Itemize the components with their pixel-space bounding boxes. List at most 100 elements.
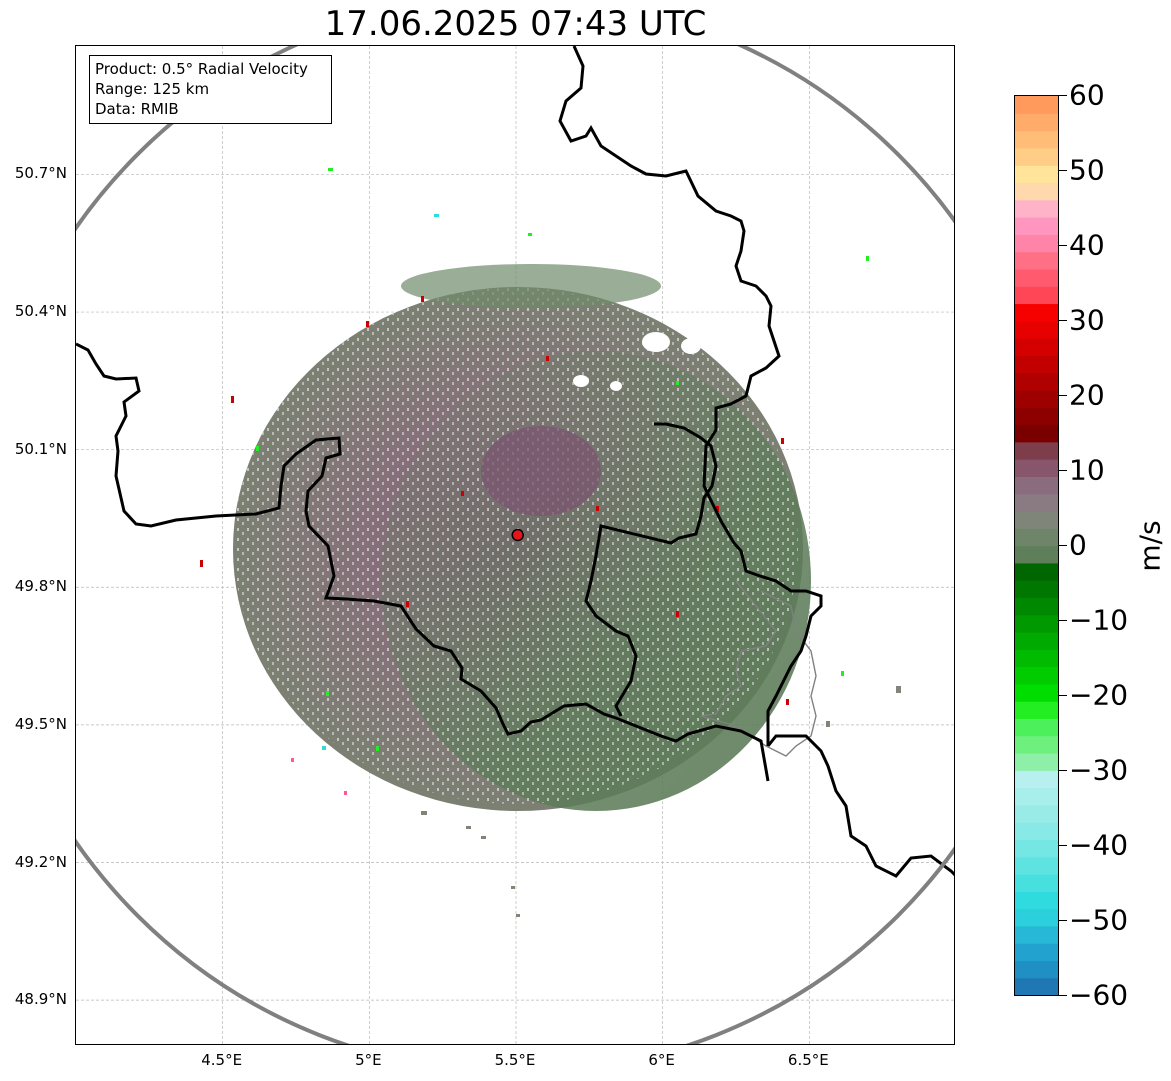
colorbar-tick-label: 30 — [1069, 303, 1105, 337]
colorbar-segment — [1015, 545, 1058, 564]
colorbar-tick — [1059, 170, 1067, 171]
colorbar-segment — [1015, 441, 1058, 460]
latitude-tick-label: 50.7°N — [14, 164, 67, 183]
colorbar-tick-label: 10 — [1069, 453, 1105, 487]
colorbar-segment — [1015, 960, 1058, 979]
colorbar-segment — [1015, 182, 1058, 201]
colorbar-tick-label: 50 — [1069, 153, 1105, 187]
border-belgium-germany — [558, 46, 823, 746]
colorbar-tick — [1059, 845, 1067, 846]
colorbar-segment — [1015, 147, 1058, 166]
info-data-source: Data: RMIB — [95, 100, 179, 118]
latitude-tick-label: 50.1°N — [14, 439, 67, 458]
colorbar-segment — [1015, 165, 1058, 184]
colorbar-segment — [1015, 666, 1058, 685]
latitude-tick-label: 50.4°N — [14, 302, 67, 321]
colorbar-segment — [1015, 286, 1058, 305]
colorbar-tick — [1059, 695, 1067, 696]
colorbar-segment — [1015, 389, 1058, 408]
country-borders — [76, 46, 954, 878]
echo-core — [481, 426, 601, 516]
colorbar-tick-label: −60 — [1069, 978, 1129, 1012]
colorbar-gradient — [1015, 96, 1058, 995]
colorbar-segment — [1015, 234, 1058, 253]
longitude-tick-label: 5.5°E — [494, 1051, 536, 1069]
colorbar-segment — [1015, 113, 1058, 132]
colorbar-segment — [1015, 649, 1058, 668]
colorbar-segment — [1015, 96, 1058, 114]
colorbar-segment — [1015, 355, 1058, 374]
radar-site-marker — [511, 528, 525, 542]
colorbar-tick-label: 40 — [1069, 228, 1105, 262]
colorbar-segment — [1015, 856, 1058, 875]
colorbar-tick — [1059, 395, 1067, 396]
latitude-tick-label: 49.8°N — [14, 577, 67, 596]
colorbar-segment — [1015, 199, 1058, 218]
radar-map-canvas — [76, 46, 954, 1044]
colorbar-segment — [1015, 925, 1058, 944]
colorbar-segment — [1015, 338, 1058, 356]
colorbar-segment — [1015, 718, 1058, 737]
colorbar-tick — [1059, 920, 1067, 921]
colorbar-segment — [1015, 510, 1058, 529]
colorbar-tick-label: 0 — [1069, 528, 1087, 562]
colorbar-tick — [1059, 995, 1067, 996]
info-product: Product: 0.5° Radial Velocity — [95, 60, 308, 78]
velocity-colorbar — [1014, 95, 1059, 996]
longitude-tick-label: 5°E — [355, 1051, 382, 1069]
colorbar-segment — [1015, 977, 1058, 995]
colorbar-tick — [1059, 245, 1067, 246]
colorbar-segment — [1015, 683, 1058, 702]
colorbar-tick — [1059, 620, 1067, 621]
colorbar-segment — [1015, 701, 1058, 719]
latitude-tick-label: 48.9°N — [14, 990, 67, 1009]
colorbar-tick-label: −10 — [1069, 603, 1129, 637]
colorbar-segment — [1015, 217, 1058, 235]
colorbar-segment — [1015, 459, 1058, 477]
colorbar-tick — [1059, 470, 1067, 471]
colorbar-segment — [1015, 562, 1058, 581]
product-info-box: Product: 0.5° Radial Velocity Range: 125… — [89, 55, 332, 124]
longitude-tick-label: 4.5°E — [201, 1051, 243, 1069]
colorbar-segment — [1015, 476, 1058, 495]
colorbar-segment — [1015, 631, 1058, 650]
colorbar-segment — [1015, 804, 1058, 823]
latitude-tick-label: 49.5°N — [14, 714, 67, 733]
colorbar-segment — [1015, 614, 1058, 633]
colorbar-tick — [1059, 545, 1067, 546]
colorbar-tick — [1059, 95, 1067, 96]
colorbar-tick-label: −20 — [1069, 678, 1129, 712]
colorbar-segment — [1015, 943, 1058, 962]
colorbar-tick-label: −40 — [1069, 828, 1129, 862]
colorbar-unit-label: m/s — [1133, 520, 1167, 572]
colorbar-tick — [1059, 770, 1067, 771]
colorbar-segment — [1015, 320, 1058, 339]
velocity-echo-field — [200, 168, 901, 917]
colorbar-segment — [1015, 822, 1058, 841]
colorbar-segment — [1015, 407, 1058, 426]
colorbar-segment — [1015, 372, 1058, 391]
colorbar-tick — [1059, 320, 1067, 321]
border-luxembourg-germany — [766, 734, 954, 878]
colorbar-segment — [1015, 770, 1058, 789]
longitude-tick-label: 6.5°E — [787, 1051, 829, 1069]
latitude-tick-label: 49.2°N — [14, 852, 67, 871]
colorbar-segment — [1015, 735, 1058, 754]
info-range: Range: 125 km — [95, 80, 210, 98]
colorbar-segment — [1015, 303, 1058, 322]
colorbar-tick-label: 20 — [1069, 378, 1105, 412]
colorbar-segment — [1015, 251, 1058, 270]
echo-north-edge — [401, 264, 661, 308]
colorbar-segment — [1015, 839, 1058, 858]
colorbar-segment — [1015, 528, 1058, 547]
colorbar-segment — [1015, 891, 1058, 910]
echo-speckle — [234, 288, 798, 804]
colorbar-tick-label: −30 — [1069, 753, 1129, 787]
radar-map[interactable] — [75, 45, 955, 1045]
colorbar-segment — [1015, 752, 1058, 771]
colorbar-segment — [1015, 597, 1058, 616]
colorbar-segment — [1015, 424, 1058, 443]
colorbar-tick-label: −50 — [1069, 903, 1129, 937]
colorbar-segment — [1015, 268, 1058, 287]
map-title: 17.06.2025 07:43 UTC — [324, 4, 707, 44]
